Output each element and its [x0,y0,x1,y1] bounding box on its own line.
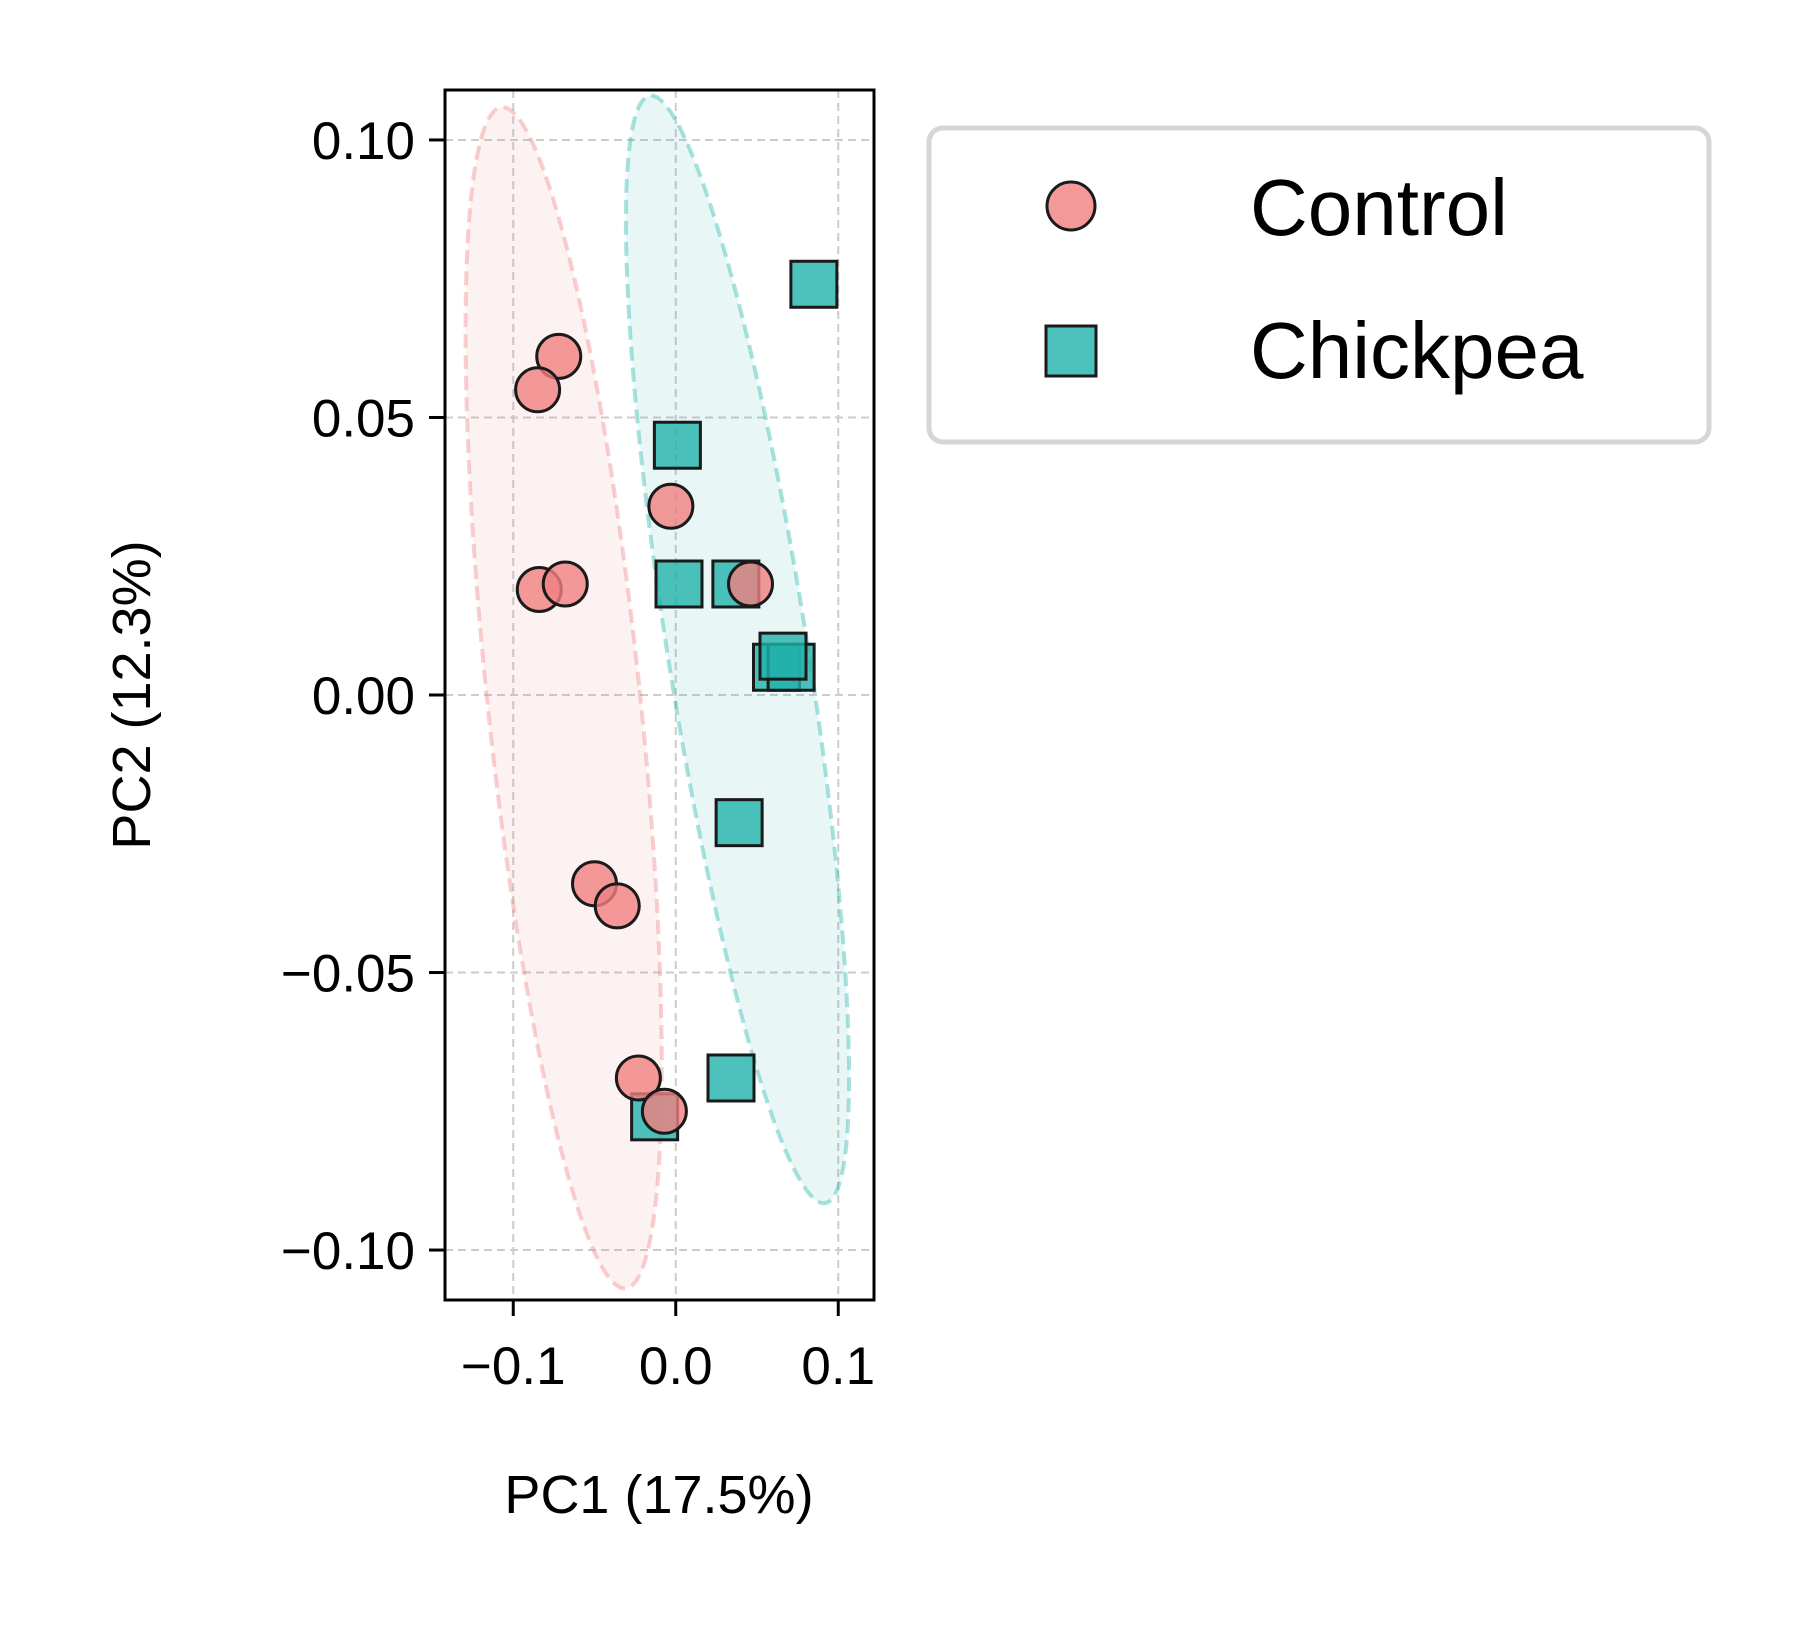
x-tick-label: 0.0 [639,1337,713,1396]
legend-box [926,125,1712,445]
y-tick-label: 0.05 [312,389,415,448]
chickpea-point [652,420,702,470]
x-tick-label: −0.1 [461,1337,566,1396]
control-point [727,560,774,608]
chickpea-point [654,559,704,609]
data-points [514,259,839,1142]
chickpea-point [714,798,764,848]
chickpea-point [758,631,808,681]
chickpea-point [789,259,839,309]
legend-control-label: Control [1250,163,1508,252]
control-point [640,1087,688,1135]
x-axis-label: PC1 (17.5%) [504,1465,813,1525]
y-axis-ticks: 0.10 0.05 0.00 −0.05 −0.10 [281,112,445,1281]
x-tick-label: 0.1 [801,1337,875,1396]
legend-chickpea-marker [1044,324,1098,378]
control-point [514,366,562,414]
legend: Control Chickpea [926,125,1712,445]
y-tick-label: −0.05 [281,945,415,1004]
control-point [535,332,583,380]
control-point [541,560,589,608]
y-tick-label: 0.00 [312,667,415,726]
legend-chickpea-label: Chickpea [1250,306,1584,395]
x-axis-ticks: −0.1 0.0 0.1 [461,1300,875,1396]
y-tick-label: −0.10 [281,1222,415,1281]
y-tick-label: 0.10 [312,112,415,171]
legend-control-marker [1045,180,1097,232]
y-axis-label: PC2 (12.3%) [102,540,162,849]
control-point [614,1054,662,1102]
control-point [593,882,641,930]
control-confidence-ellipse [463,105,664,1291]
control-point [647,482,695,530]
chickpea-point [706,1053,756,1103]
